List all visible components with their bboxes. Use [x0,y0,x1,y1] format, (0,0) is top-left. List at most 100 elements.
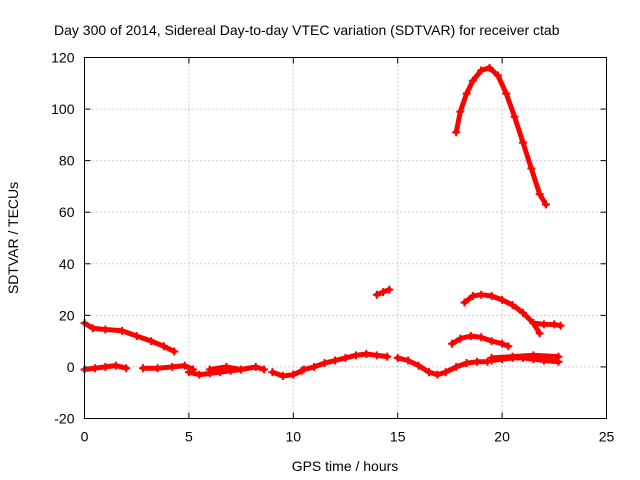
data-point-marker [101,325,110,334]
y-tick-label: 120 [51,50,75,66]
series-trace [453,65,549,207]
data-point-marker [251,362,260,371]
data-point-marker [554,352,563,361]
data-point-marker [487,292,496,301]
grid [84,57,607,419]
data-point-marker [441,368,450,377]
data-point-marker [222,362,231,371]
series-segment-15 [452,63,550,209]
data-point-marker [153,364,162,373]
data-point-marker [535,329,544,338]
series-segment-13 [460,290,544,338]
series-trace [269,368,305,379]
series-trace [489,352,561,361]
series-segment-6 [268,366,306,380]
y-tick-label: 40 [59,256,75,272]
data-point-marker [477,333,486,342]
data-point-marker [485,63,494,72]
data-point-marker [508,352,517,361]
data-point-marker [372,351,381,360]
x-axis-label: GPS time / hours [292,458,399,474]
data-point-marker [90,364,99,373]
data-point-marker [383,352,392,361]
data-point-marker [498,339,507,348]
data-point-marker [147,337,156,346]
data-point-marker [504,342,513,351]
data-point-marker [310,362,319,371]
x-tick-label: 15 [390,429,406,445]
data-point-marker [414,361,423,370]
data-point-marker [518,308,527,317]
data-point-marker [425,368,434,377]
data-point-marker [341,353,350,362]
data-series [80,63,565,380]
y-axis-label: SDTVAR / TECUs [5,182,21,294]
data-point-marker [468,76,477,85]
data-point-marker [122,364,131,373]
data-point-marker [556,321,565,330]
data-point-marker [527,164,536,173]
data-point-marker [433,370,442,379]
data-point-marker [289,370,298,379]
y-tick-label: 60 [59,204,75,220]
series-segment-11 [487,351,563,362]
data-point-marker [462,359,471,368]
data-point-marker [184,368,193,377]
data-point-marker [101,362,110,371]
data-point-marker [477,66,486,75]
series-segment-2 [80,361,131,374]
series-segment-7 [299,350,392,374]
plot-frame [84,57,607,419]
data-point-marker [118,326,127,335]
data-point-marker [331,356,340,365]
data-point-marker [456,334,465,343]
data-point-marker [468,292,477,301]
data-point-marker [550,320,559,329]
data-point-marker [473,357,482,366]
data-point-marker [195,370,204,379]
data-point-marker [159,342,168,351]
data-point-marker [320,359,329,368]
data-point-marker [529,351,538,360]
data-point-marker [462,89,471,98]
series-segment-14 [529,319,565,330]
data-point-marker [456,107,465,116]
data-point-marker [385,285,394,294]
data-point-marker [278,371,287,380]
data-point-marker [502,89,511,98]
data-point-marker [460,298,469,307]
data-point-marker [168,362,177,371]
data-point-marker [372,290,381,299]
series-segment-8 [372,285,394,299]
data-point-marker [260,365,269,374]
data-point-marker [447,339,456,348]
data-point-marker [487,337,496,346]
y-tick-label: 0 [67,359,75,375]
data-point-marker [170,347,179,356]
data-point-marker [299,365,308,374]
data-point-marker [508,301,517,310]
series-trace [395,355,490,378]
data-point-marker [205,365,214,374]
data-point-marker [404,356,413,365]
data-point-marker [362,350,371,359]
data-point-marker [535,190,544,199]
data-point-marker [138,364,147,373]
x-tick-label: 20 [494,429,510,445]
data-point-marker [180,361,189,370]
data-point-marker [88,324,97,333]
y-tick-label: 20 [59,307,75,323]
data-point-marker [111,361,120,370]
data-point-marker [132,331,141,340]
data-point-marker [466,331,475,340]
data-point-marker [393,353,402,362]
x-tick-label: 0 [81,429,89,445]
data-point-marker [477,290,486,299]
data-point-marker [529,319,538,328]
data-point-marker [351,351,360,360]
data-point-marker [237,365,246,374]
series-segment-9 [393,353,492,379]
series-segment-12 [447,331,513,351]
data-point-marker [268,368,277,377]
chart-title: Day 300 of 2014, Sidereal Day-to-day VTE… [54,22,560,38]
